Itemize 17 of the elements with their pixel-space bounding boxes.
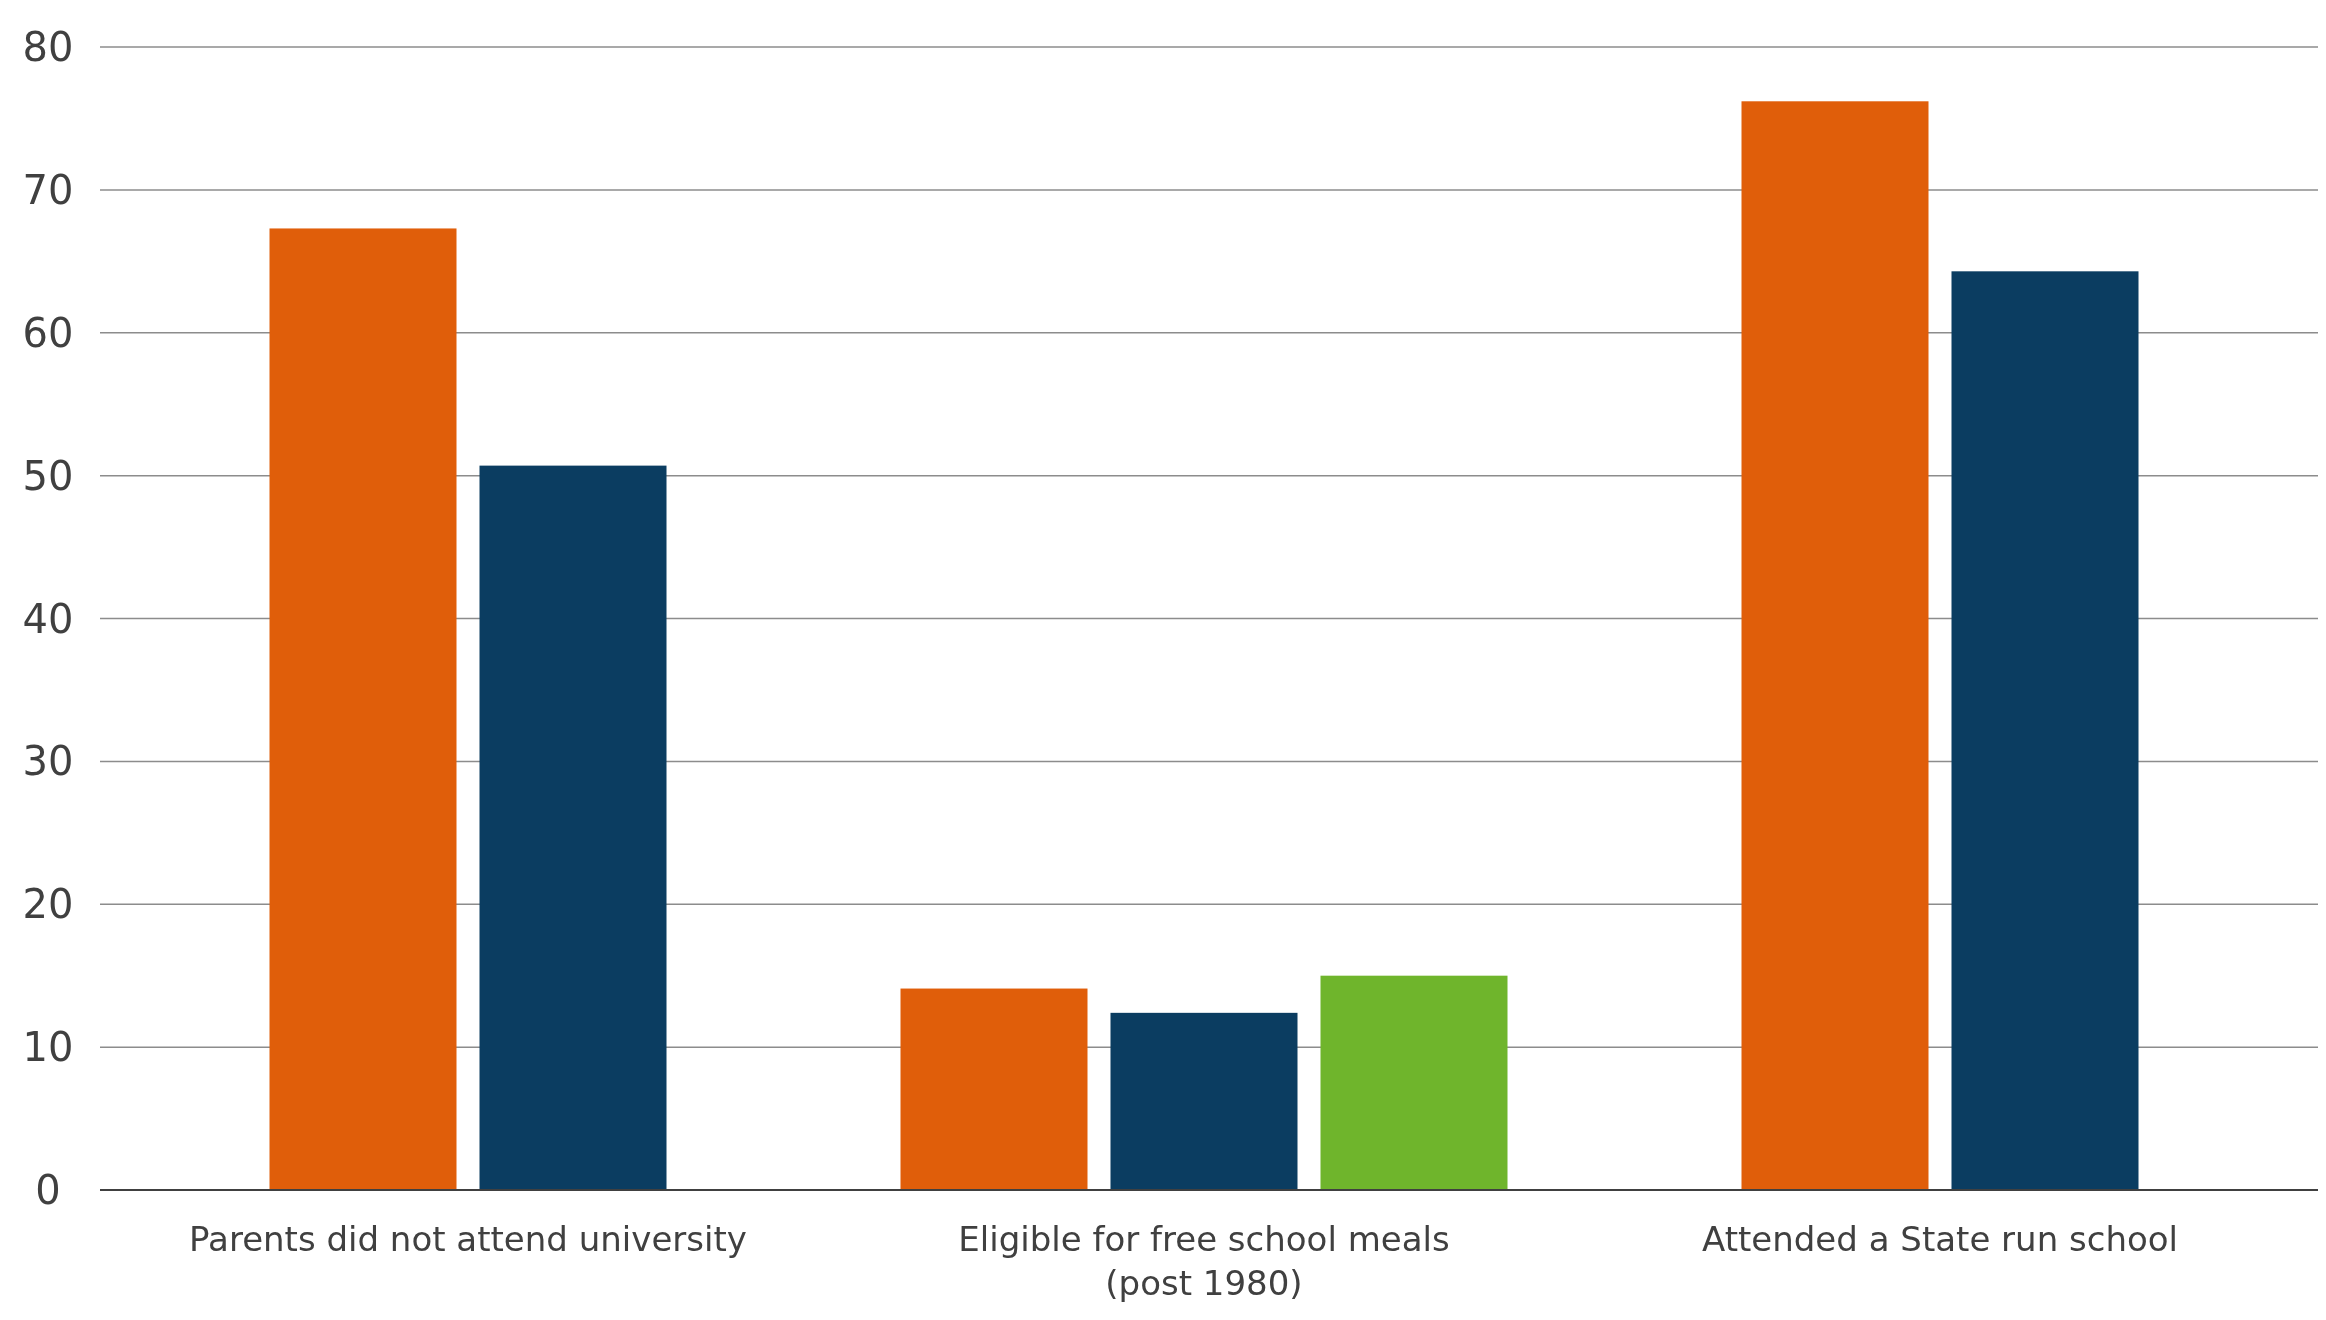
y-tick-label: 20: [22, 881, 74, 928]
x-tick-label: Attended a State run school: [1701, 1219, 2179, 1259]
y-tick-label: 60: [22, 309, 74, 356]
y-tick-label: 80: [22, 24, 74, 70]
bar: [1320, 975, 1508, 1190]
bar: [1951, 271, 2139, 1190]
bar: [1741, 101, 1929, 1190]
x-tick-label: Parents did not attend university: [189, 1219, 747, 1259]
y-tick-label: 10: [22, 1024, 74, 1071]
y-tick-label: 50: [22, 452, 74, 499]
y-tick-label: 70: [22, 166, 74, 213]
x-tick-label: Eligible for free school meals (post 1980): [958, 1219, 1450, 1303]
bar: [479, 465, 667, 1190]
y-tick-label: 0: [35, 1167, 61, 1213]
y-tick-label: 40: [22, 595, 74, 642]
y-tick-label: 30: [22, 738, 74, 785]
bar: [269, 228, 457, 1190]
